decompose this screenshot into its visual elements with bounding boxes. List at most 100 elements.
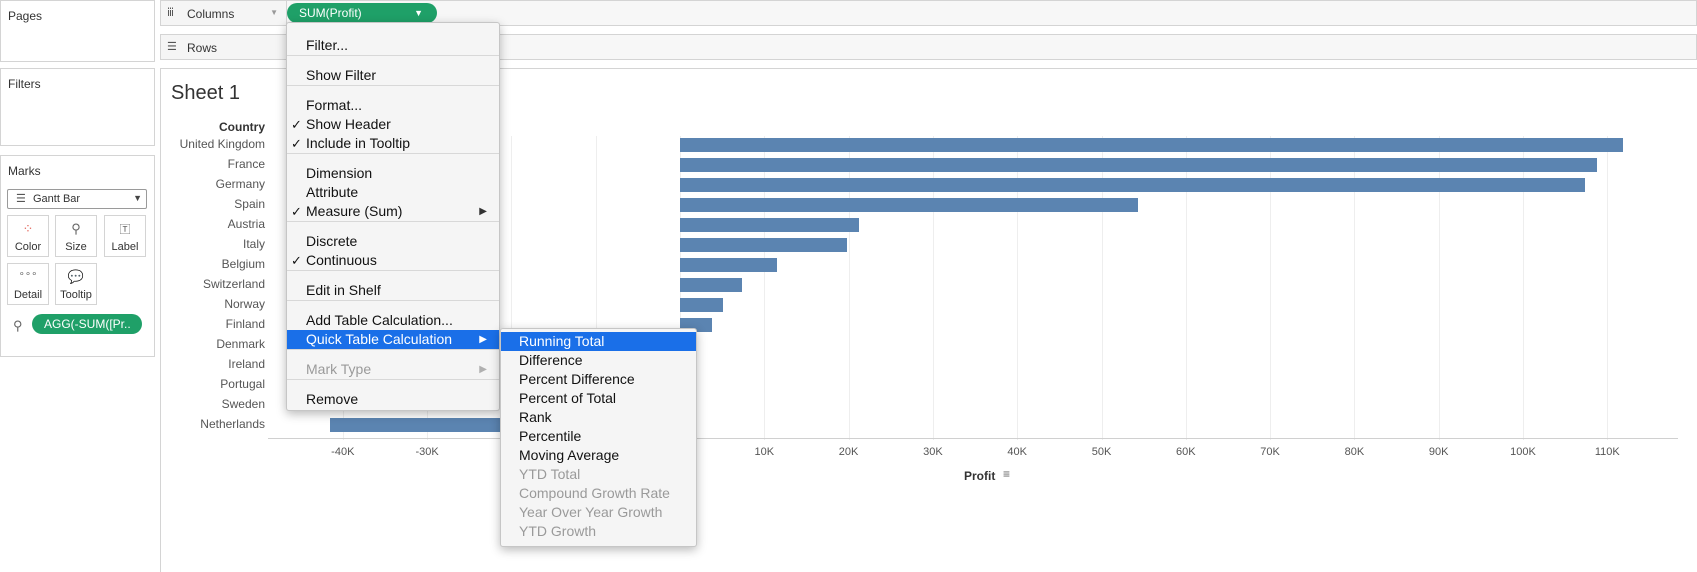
bar[interactable]	[680, 278, 742, 292]
menu-item-continuous[interactable]: ✓ Continuous	[287, 251, 499, 270]
gridline	[1607, 136, 1609, 440]
size-icon: ⚲	[71, 221, 81, 236]
country-label[interactable]: United Kingdom	[179, 137, 265, 151]
gridline	[1354, 136, 1356, 440]
bar[interactable]	[680, 238, 847, 252]
bar[interactable]	[680, 138, 1624, 152]
rows-icon: ☰	[167, 41, 177, 53]
country-label[interactable]: Finland	[225, 317, 265, 331]
menu-item-format[interactable]: Format...	[287, 96, 499, 115]
gridline	[764, 136, 766, 440]
filters-card[interactable]: Filters	[0, 68, 155, 146]
menu-separator	[287, 270, 499, 271]
sum-profit-pill[interactable]: SUM(Profit) ▼	[287, 3, 437, 23]
country-label[interactable]: Norway	[224, 297, 265, 311]
menu-separator	[287, 55, 499, 56]
submenu-item-percent-of-total[interactable]: Percent of Total	[501, 389, 696, 408]
menu-item-include-in-tooltip[interactable]: ✓ Include in Tooltip	[287, 134, 499, 153]
columns-icon: ⅲ	[167, 7, 175, 19]
country-label[interactable]: Italy	[242, 237, 265, 251]
menu-item-dimension[interactable]: Dimension	[287, 164, 499, 183]
bar[interactable]	[680, 198, 1138, 212]
submenu-item-label: Year Over Year Growth	[519, 504, 663, 520]
menu-item-remove[interactable]: Remove	[287, 390, 499, 409]
bar[interactable]	[680, 298, 723, 312]
bar[interactable]	[680, 178, 1585, 192]
menu-separator	[287, 85, 499, 86]
mark-type-value: Gantt Bar	[33, 193, 81, 205]
sort-icon[interactable]: ≡	[1003, 467, 1011, 481]
detail-button[interactable]: ∘∘∘ Detail	[7, 263, 49, 305]
menu-separator	[287, 153, 499, 154]
tooltip-button[interactable]: 💬 Tooltip	[55, 263, 97, 305]
menu-item-discrete[interactable]: Discrete	[287, 232, 499, 251]
country-label[interactable]: Netherlands	[200, 417, 265, 431]
label-button[interactable]: 🅃 Label	[104, 215, 146, 257]
submenu-item-label: Percentile	[519, 428, 582, 444]
label-icon: 🅃	[119, 224, 131, 236]
bar[interactable]	[680, 258, 777, 272]
sum-profit-pill-label: SUM(Profit)	[299, 6, 362, 20]
country-label[interactable]: Spain	[234, 197, 265, 211]
country-label[interactable]: Sweden	[221, 397, 265, 411]
columns-shelf-label: ⅲ Columns ▼	[161, 1, 287, 25]
size-button[interactable]: ⚲ Size	[55, 215, 97, 257]
menu-item-measure-sum[interactable]: ✓ Measure (Sum) ▶	[287, 202, 499, 221]
menu-item-show-header[interactable]: ✓ Show Header	[287, 115, 499, 134]
mark-type-dropdown[interactable]: ☰ Gantt Bar ▼	[7, 189, 147, 209]
submenu-item-label: Percent Difference	[519, 371, 635, 387]
submenu-item-label: YTD Growth	[519, 523, 597, 539]
filters-title: Filters	[8, 77, 41, 91]
country-label[interactable]: Portugal	[220, 377, 265, 391]
country-label[interactable]: Denmark	[216, 337, 265, 351]
x-tick-label: 10K	[754, 446, 775, 458]
menu-item-filter[interactable]: Filter...	[287, 36, 499, 55]
menu-item-label: Show Header	[306, 116, 391, 132]
color-icon: ⁘	[22, 221, 34, 236]
gridline	[511, 136, 513, 440]
submenu-item-rank[interactable]: Rank	[501, 408, 696, 427]
marks-pill[interactable]: AGG(-SUM([Pr..	[32, 314, 142, 334]
rows-shelf-label: ☰ Rows	[161, 35, 287, 59]
country-label[interactable]: Germany	[215, 177, 265, 191]
menu-item-quick-table-calculation[interactable]: Quick Table Calculation ▶	[287, 330, 499, 349]
tooltip-icon: 💬	[67, 269, 85, 284]
submenu-item-label: Moving Average	[519, 447, 620, 463]
menu-item-add-table-calculation[interactable]: Add Table Calculation...	[287, 311, 499, 330]
pages-card: Pages	[0, 0, 155, 62]
bar[interactable]	[680, 158, 1598, 172]
color-button[interactable]: ⁘ Color	[7, 215, 49, 257]
columns-label: Columns	[187, 7, 235, 21]
menu-item-label: Filter...	[306, 37, 349, 53]
x-tick-label: 100K	[1510, 446, 1536, 458]
country-label[interactable]: France	[227, 157, 265, 171]
x-tick-label: 60K	[1176, 446, 1196, 458]
submenu-item-moving-average[interactable]: Moving Average	[501, 446, 696, 465]
menu-item-edit-in-shelf[interactable]: Edit in Shelf	[287, 281, 499, 300]
submenu-item-percent-difference[interactable]: Percent Difference	[501, 370, 696, 389]
submenu-item-difference[interactable]: Difference	[501, 351, 696, 370]
menu-separator	[287, 300, 499, 301]
gridline	[848, 136, 850, 440]
country-header: Country	[219, 120, 265, 134]
gantt-bar-icon: ☰	[16, 193, 26, 205]
menu-item-attribute[interactable]: Attribute	[287, 183, 499, 202]
rows-label: Rows	[187, 41, 218, 55]
marks-pill-label: AGG(-SUM([Pr..	[44, 317, 131, 331]
country-label[interactable]: Belgium	[221, 257, 265, 271]
country-label[interactable]: Switzerland	[202, 277, 265, 291]
menu-item-show-filter[interactable]: Show Filter	[287, 66, 499, 85]
country-label[interactable]: Ireland	[228, 357, 265, 371]
pill-context-menu: Filter... Show Filter Format... ✓ Show Heade…	[286, 22, 500, 411]
detail-label: Detail	[13, 289, 43, 301]
x-tick-label: 70K	[1260, 446, 1280, 458]
menu-item-label: Mark Type	[306, 361, 372, 377]
chevron-down-icon: ▼	[133, 193, 142, 203]
country-label[interactable]: Austria	[227, 217, 265, 231]
x-axis-title: Profit	[964, 469, 996, 483]
submenu-item-percentile[interactable]: Percentile	[501, 427, 696, 446]
bar[interactable]	[680, 218, 859, 232]
submenu-arrow-icon: ▶	[479, 364, 487, 375]
submenu-item-running-total[interactable]: Running Total	[501, 332, 696, 351]
x-tick-label: 80K	[1344, 446, 1365, 458]
